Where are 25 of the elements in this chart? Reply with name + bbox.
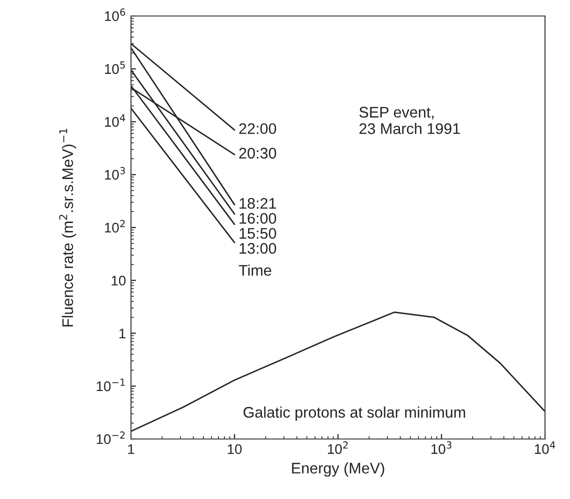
x-tick-label: 1 (128, 444, 134, 454)
annotation: Time (238, 264, 272, 276)
series-label: 16:00 (240, 212, 276, 224)
x-tick-label: 10$^{2}$ (328, 441, 348, 454)
y-tick-label: 10$^{2}$ (104, 220, 125, 233)
y-tick-label: 10 (112, 276, 126, 286)
y-tick-label: 10$^{4}$ (104, 114, 126, 127)
y-tick-label: 10$^{3}$ (104, 167, 125, 180)
series-label: 13:00 (240, 242, 276, 254)
x-tick-label: 10$^{4}$ (534, 441, 556, 454)
x-tick-label: 10 (228, 444, 242, 454)
series-label: 22:00 (239, 123, 276, 134)
x-tick-label: 10$^{3}$ (431, 441, 452, 454)
series-label: 15:50 (240, 228, 276, 239)
series-label: 18:21 (240, 198, 276, 209)
y-tick-label: 10$^{5}$ (104, 61, 125, 74)
y-tick-label: 10$^{6}$ (104, 8, 126, 22)
series-label: Galatic protons at solar minimum (244, 406, 466, 421)
series-label: 20:30 (239, 148, 276, 159)
x-axis-title: Energy (MeV) (292, 462, 384, 477)
y-tick-label: 10$^{−2}$ (96, 431, 125, 444)
y-tick-label: 1 (119, 328, 126, 338)
annotation: SEP event, 23 March 1991 (359, 106, 460, 134)
y-axis-title: Fluence rate (m$^{2}$.sr.s.MeV)$^{−1}$ (59, 128, 76, 326)
y-tick-label: 10$^{−1}$ (96, 378, 125, 392)
